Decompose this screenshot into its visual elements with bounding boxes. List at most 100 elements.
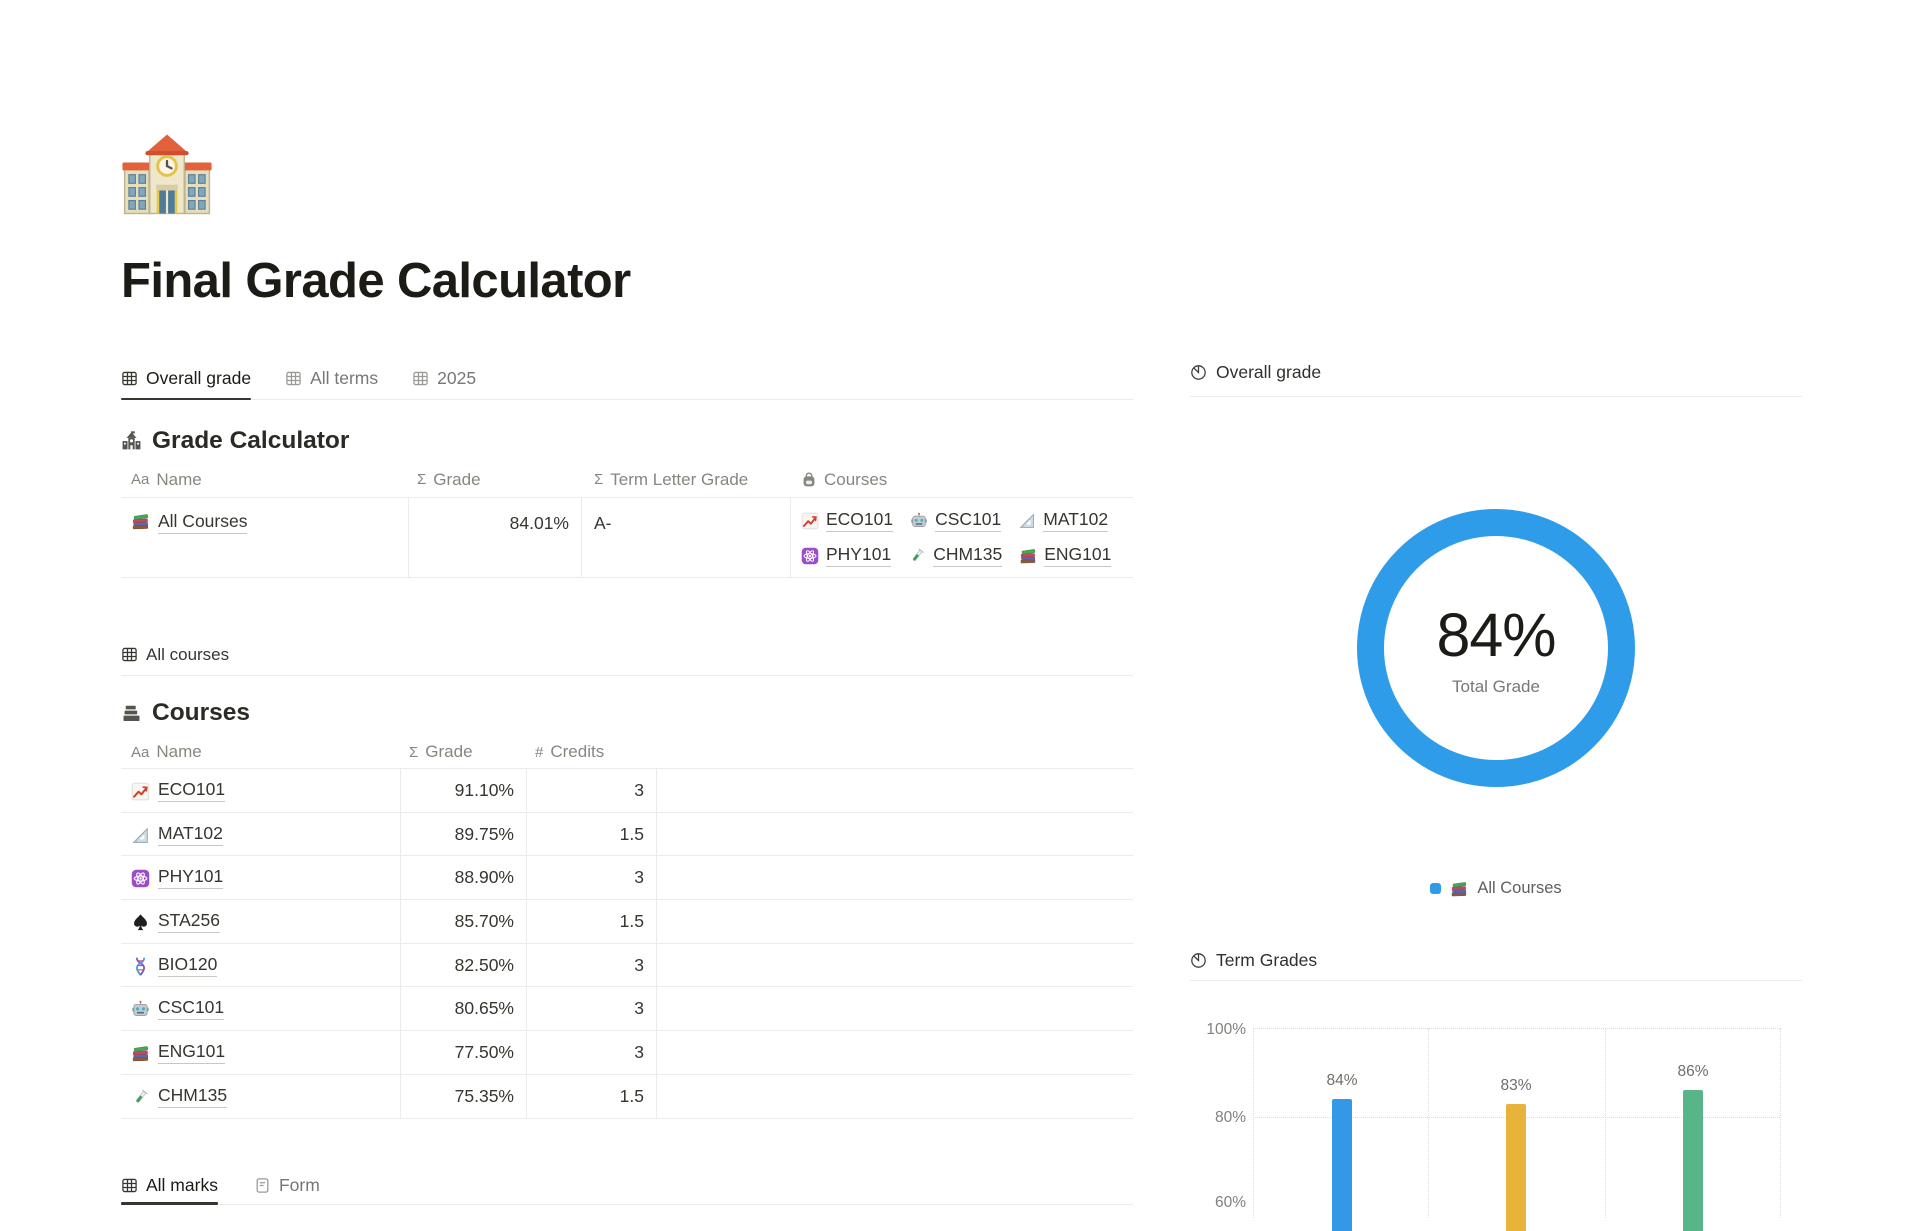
chart-increasing-icon bbox=[131, 782, 150, 801]
credits-cell[interactable]: 1.5 bbox=[527, 812, 657, 856]
name-cell[interactable]: CHM135 bbox=[121, 1074, 401, 1118]
name-cell[interactable]: All Courses bbox=[121, 498, 409, 577]
y-tick-60: 60% bbox=[1214, 1194, 1246, 1211]
bar bbox=[1506, 1103, 1526, 1231]
credits-cell[interactable]: 3 bbox=[527, 856, 657, 900]
grade-cell[interactable]: 88.90% bbox=[401, 856, 527, 900]
course-link[interactable]: PHY101 bbox=[158, 866, 224, 890]
name-cell[interactable]: MAT102 bbox=[121, 812, 401, 856]
tab-overall-grade[interactable]: Overall grade bbox=[121, 358, 252, 400]
table-icon bbox=[121, 1177, 138, 1194]
triangular-ruler-icon bbox=[131, 826, 150, 845]
course-link-chm135[interactable]: CHM135 bbox=[908, 544, 1003, 567]
grade-calculator-title[interactable]: Grade Calculator bbox=[121, 426, 1133, 456]
grade-cell[interactable]: 89.75% bbox=[401, 812, 527, 856]
bar bbox=[1332, 1099, 1352, 1231]
courses-section: Courses Aa Name Σ Grade # Credits ECO101… bbox=[121, 698, 1133, 1119]
name-cell[interactable]: BIO120 bbox=[121, 943, 401, 987]
course-link-phy101[interactable]: PHY101 bbox=[801, 544, 892, 567]
donut-ring bbox=[1357, 509, 1635, 787]
pie-chart-icon bbox=[1190, 952, 1207, 969]
grade-cell[interactable]: 77.50% bbox=[401, 1031, 527, 1074]
credits-cell[interactable]: 3 bbox=[527, 769, 657, 812]
name-cell[interactable]: ENG101 bbox=[121, 1031, 401, 1074]
table-row: STA256 85.70% 1.5 bbox=[121, 900, 1133, 944]
course-link-eco101[interactable]: ECO101 bbox=[801, 509, 894, 532]
grade-cell[interactable]: 85.70% bbox=[401, 900, 527, 943]
course-link[interactable]: CHM135 bbox=[158, 1085, 228, 1108]
page-icon-school[interactable] bbox=[121, 133, 213, 225]
bar bbox=[1683, 1090, 1703, 1231]
credits-cell[interactable]: 1.5 bbox=[527, 1074, 657, 1118]
tab-all-courses[interactable]: All courses bbox=[121, 634, 1133, 676]
credits-cell[interactable]: 3 bbox=[527, 1031, 657, 1074]
grade-cell[interactable]: 84.01% bbox=[409, 498, 582, 577]
tab-2025[interactable]: 2025 bbox=[412, 358, 476, 399]
donut-legend: All Courses bbox=[1190, 879, 1802, 898]
grade-cell[interactable]: 91.10% bbox=[401, 769, 527, 812]
column-header-credits[interactable]: # Credits bbox=[535, 742, 605, 761]
page-body: Final Grade Calculator Overall grade All… bbox=[121, 0, 1133, 1205]
table-row: BIO120 82.50% 3 bbox=[121, 943, 1133, 988]
course-link[interactable]: ENG101 bbox=[158, 1041, 226, 1064]
credits-cell[interactable]: 1.5 bbox=[527, 900, 657, 943]
overall-grade-widget-header[interactable]: Overall grade bbox=[1190, 348, 1802, 397]
column-header-name[interactable]: Aa Name bbox=[131, 742, 202, 761]
bar-value-label: 86% bbox=[1677, 1063, 1709, 1081]
courses-tag-line: ECO101 CSC101 MAT102 bbox=[801, 503, 1133, 538]
form-icon bbox=[254, 1177, 271, 1194]
column-header-name[interactable]: Aa Name bbox=[131, 469, 202, 489]
grade-cell[interactable]: 75.35% bbox=[401, 1074, 527, 1118]
page-title[interactable]: Final Grade Calculator bbox=[121, 254, 631, 308]
course-link[interactable]: STA256 bbox=[158, 910, 220, 933]
term-grades-widget-header[interactable]: Term Grades bbox=[1190, 941, 1802, 981]
name-cell[interactable]: PHY101 bbox=[121, 856, 401, 900]
gridline-80 bbox=[1253, 1117, 1780, 1118]
bar-term-2: 83% bbox=[1466, 981, 1566, 1231]
total-grade-value: 84% bbox=[1436, 600, 1556, 669]
grade-cell[interactable]: 82.50% bbox=[401, 943, 527, 987]
all-courses-link[interactable]: All Courses bbox=[158, 511, 248, 534]
column-header-grade[interactable]: Σ Grade bbox=[417, 469, 481, 489]
grade-calculator-section: Grade Calculator Aa Name Σ Grade Σ Term … bbox=[121, 426, 1133, 578]
courses-cell[interactable]: ECO101 CSC101 MAT102 PHY101 bbox=[791, 498, 1133, 577]
course-link-eng101[interactable]: ENG101 bbox=[1019, 544, 1112, 567]
books-icon bbox=[131, 1044, 150, 1063]
grade-cell[interactable]: 80.65% bbox=[401, 987, 527, 1031]
spade-icon bbox=[131, 913, 150, 932]
term-letter-grade-cell[interactable]: A- bbox=[582, 498, 791, 577]
courses-title[interactable]: Courses bbox=[121, 698, 1133, 728]
name-cell[interactable]: STA256 bbox=[121, 900, 401, 943]
tab-label: Overall grade bbox=[146, 368, 252, 388]
course-link[interactable]: CSC101 bbox=[158, 997, 225, 1021]
column-header-grade[interactable]: Σ Grade bbox=[409, 742, 473, 761]
atom-icon bbox=[131, 869, 150, 888]
credits-cell[interactable]: 3 bbox=[527, 987, 657, 1031]
number-type-icon: # bbox=[535, 743, 544, 761]
column-header-courses[interactable]: Courses bbox=[791, 470, 1133, 490]
course-link[interactable]: BIO120 bbox=[158, 954, 218, 977]
term-grades-bar-chart: 100% 80% 60% 84% 83% 86% bbox=[1190, 981, 1802, 1231]
tab-all-terms[interactable]: All terms bbox=[285, 358, 378, 399]
chart-increasing-icon bbox=[801, 512, 819, 530]
school-mono-icon bbox=[121, 430, 142, 452]
atom-icon bbox=[801, 547, 819, 565]
tab-form[interactable]: Form bbox=[254, 1167, 320, 1204]
table-icon bbox=[285, 370, 302, 387]
name-cell[interactable]: ECO101 bbox=[121, 769, 401, 812]
course-link-mat102[interactable]: MAT102 bbox=[1018, 509, 1109, 532]
bar-value-label: 83% bbox=[1500, 1076, 1532, 1094]
books-icon bbox=[1450, 880, 1468, 898]
course-link[interactable]: ECO101 bbox=[158, 779, 226, 802]
backpack-icon bbox=[801, 472, 817, 488]
tab-all-marks[interactable]: All marks bbox=[121, 1167, 218, 1205]
column-header-term-letter-grade[interactable]: Σ Term Letter Grade bbox=[594, 469, 749, 489]
table-row: CHM135 75.35% 1.5 bbox=[121, 1074, 1133, 1119]
y-tick-100: 100% bbox=[1206, 1021, 1246, 1038]
triangular-ruler-icon bbox=[1018, 512, 1036, 530]
course-link-csc101[interactable]: CSC101 bbox=[910, 509, 1002, 532]
name-cell[interactable]: CSC101 bbox=[121, 987, 401, 1031]
total-grade-label: Total Grade bbox=[1452, 676, 1540, 696]
credits-cell[interactable]: 3 bbox=[527, 943, 657, 987]
course-link[interactable]: MAT102 bbox=[158, 823, 223, 846]
